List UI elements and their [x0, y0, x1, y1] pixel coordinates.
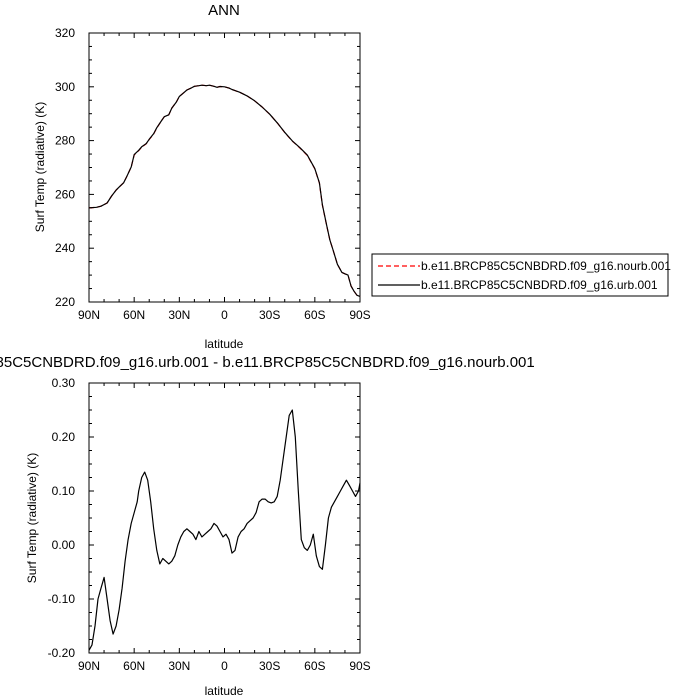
top-y-tick-label: 220	[55, 295, 75, 309]
bottom-y-axis-label: Surf Temp (radiative) (K)	[25, 453, 39, 583]
bottom-y-tick-label: -0.20	[48, 646, 76, 660]
top-chart-title: ANN	[208, 2, 240, 19]
bottom-x-tick-label: 0	[221, 659, 228, 673]
bottom-plot-frame	[88, 382, 361, 654]
legend-label-nourb: b.e11.BRCP85C5CNBDRD.f09_g16.nourb.001	[421, 259, 671, 273]
bottom-x-axis-label: latitude	[205, 684, 244, 698]
bottom-x-tick-label: 30N	[168, 659, 190, 673]
bottom-panel: b.e11.BRCP85C5CNBDRD.f09_g16.urb.001 - b…	[0, 354, 535, 698]
bottom-x-tick-label: 30S	[259, 659, 280, 673]
bottom-y-tick-label: 0.30	[52, 376, 76, 390]
top-y-tick-label: 280	[55, 134, 75, 148]
top-x-axis-label: latitude	[205, 337, 244, 351]
legend-label-urb: b.e11.BRCP85C5CNBDRD.f09_g16.urb.001	[421, 278, 658, 292]
bottom-x-tick-label: 90S	[349, 659, 370, 673]
top-x-tick-label: 30N	[168, 308, 190, 322]
bottom-chart-title: b.e11.BRCP85C5CNBDRD.f09_g16.urb.001 - b…	[0, 354, 535, 371]
top-panel: ANN Surf Temp (radiative) (K) latitude 9…	[33, 2, 371, 351]
bottom-series-line-0	[88, 409, 361, 651]
top-x-tick-label: 90S	[349, 308, 370, 322]
top-y-tick-label: 260	[55, 187, 75, 201]
bottom-y-tick-label: -0.10	[48, 592, 76, 606]
bottom-y-tick-label: 0.10	[52, 484, 76, 498]
top-x-tick-label: 60N	[123, 308, 145, 322]
top-x-tick-label: 90N	[78, 308, 100, 322]
top-x-tick-label: 60S	[304, 308, 325, 322]
bottom-x-tick-label: 60N	[123, 659, 145, 673]
top-x-tick-label: 30S	[259, 308, 280, 322]
top-plot-frame	[88, 32, 361, 303]
bottom-y-tick-label: 0.20	[52, 430, 76, 444]
bottom-x-tick-label: 60S	[304, 659, 325, 673]
top-series-line-0	[88, 84, 361, 298]
top-y-tick-label: 320	[55, 26, 75, 40]
bottom-x-tick-label: 90N	[78, 659, 100, 673]
top-y-tick-label: 240	[55, 241, 75, 255]
legend-box	[371, 253, 669, 297]
top-x-tick-label: 0	[221, 308, 228, 322]
legend: b.e11.BRCP85C5CNBDRD.f09_g16.nourb.001 b…	[371, 253, 671, 297]
top-series-line-1	[88, 84, 361, 297]
top-y-axis-label: Surf Temp (radiative) (K)	[33, 102, 47, 232]
bottom-y-tick-label: 0.00	[52, 538, 76, 552]
top-y-tick-label: 300	[55, 80, 75, 94]
